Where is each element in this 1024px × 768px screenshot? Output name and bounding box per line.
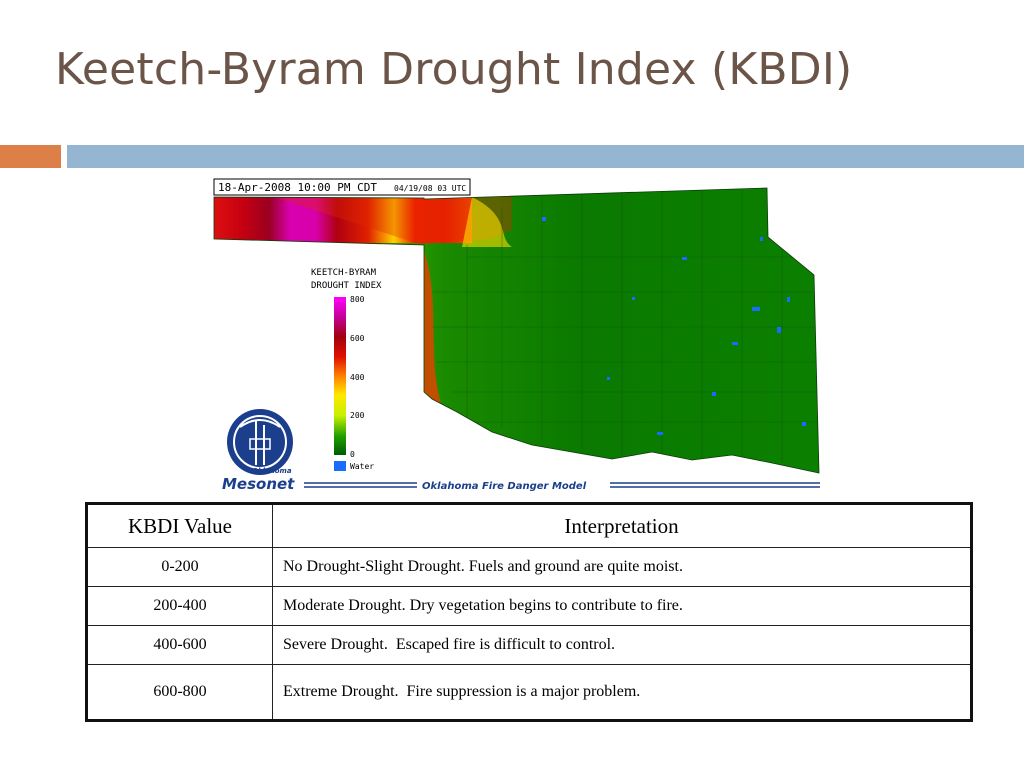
table-row: 0-200 No Drought-Slight Drought. Fuels a… [86, 547, 972, 587]
table-row: 400-600 Severe Drought. Escaped fire is … [86, 625, 972, 665]
legend-tick: 800 [350, 295, 365, 304]
legend-tick: 400 [350, 373, 365, 382]
accent-bar-blue [67, 145, 1024, 168]
kbdi-map-svg: 18-Apr-2008 10:00 PM CDT 04/19/08 03 UTC… [213, 178, 820, 493]
legend-water-label: Water [350, 462, 374, 471]
kbdi-value-cell: 600-800 [86, 664, 273, 721]
table-row: 200-400 Moderate Drought. Dry vegetation… [86, 586, 972, 626]
legend-tick: 0 [350, 450, 355, 459]
map-utc-stamp: 04/19/08 03 UTC [394, 184, 466, 193]
legend-title-line1: KEETCH-BYRAM [311, 268, 377, 278]
interpretation-cell: Moderate Drought. Dry vegetation begins … [272, 586, 972, 626]
logo-top-text: Oklahoma [252, 467, 292, 475]
column-header-kbdi-value: KBDI Value [86, 503, 273, 548]
legend-tick: 200 [350, 411, 365, 420]
table-row: 600-800 Extreme Drought. Fire suppressio… [86, 664, 972, 721]
kbdi-value-cell: 400-600 [86, 625, 273, 665]
interpretation-cell: No Drought-Slight Drought. Fuels and gro… [272, 547, 972, 587]
table-header-row: KBDI Value Interpretation [86, 503, 972, 548]
map-timestamp-box: 18-Apr-2008 10:00 PM CDT 04/19/08 03 UTC [213, 178, 471, 196]
accent-bar-orange [0, 145, 61, 168]
kbdi-table: KBDI Value Interpretation 0-200 No Droug… [85, 502, 973, 722]
logo-name-text: Mesonet [222, 475, 295, 493]
legend-title-line2: DROUGHT INDEX [311, 281, 382, 291]
interpretation-cell: Severe Drought. Escaped fire is difficul… [272, 625, 972, 665]
model-label: Oklahoma Fire Danger Model [422, 481, 587, 492]
kbdi-value-cell: 0-200 [86, 547, 273, 587]
kbdi-value-cell: 200-400 [86, 586, 273, 626]
slide-title: Keetch-Byram Drought Index (KBDI) [55, 44, 853, 95]
interpretation-cell: Extreme Drought. Fire suppression is a m… [272, 664, 972, 721]
column-header-interpretation: Interpretation [272, 503, 972, 548]
legend-color-scale [334, 297, 346, 455]
logo-arc-icon [239, 419, 281, 428]
mesonet-logo: Oklahoma Mesonet [222, 409, 296, 493]
map-timestamp: 18-Apr-2008 10:00 PM CDT [218, 181, 377, 194]
model-label-bar: Oklahoma Fire Danger Model [304, 481, 820, 492]
legend-tick: 600 [350, 334, 365, 343]
map-legend: KEETCH-BYRAM DROUGHT INDEX 800 600 400 2… [300, 263, 410, 477]
kbdi-map-figure: 18-Apr-2008 10:00 PM CDT 04/19/08 03 UTC… [212, 177, 824, 493]
legend-water-swatch [334, 461, 346, 471]
